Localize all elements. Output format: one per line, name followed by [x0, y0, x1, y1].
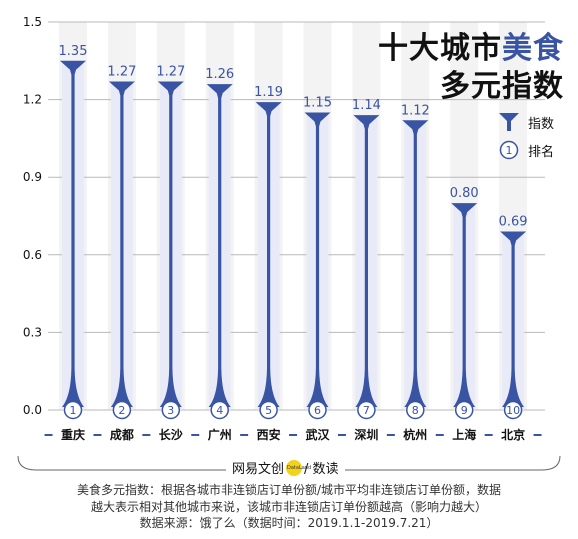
footnote: 美食多元指数：根据各城市非连锁店订单份额/城市平均非连锁店订单份额，数据 越大表… [10, 482, 568, 532]
category-label: 成都 [110, 427, 134, 442]
y-tick-label: 1.2 [23, 93, 42, 107]
brand-logo-icon: DataLand [286, 459, 311, 476]
y-tick-label: 0.3 [23, 325, 42, 339]
rank-circle-icon: 1 [499, 140, 519, 160]
value-label: 1.27 [107, 64, 136, 79]
rank-circle-number: 1 [506, 144, 513, 157]
rank-circle-icon [503, 400, 523, 420]
rank-circle-icon [161, 400, 181, 420]
value-label: 1.27 [156, 64, 185, 79]
category-label: 上海 [452, 427, 476, 442]
rank-circle-icon [406, 400, 425, 420]
rank-number: 7 [363, 404, 370, 417]
title-accent: 美食 [502, 31, 564, 66]
bar-北京 [500, 231, 527, 407]
bar-成都 [108, 81, 135, 407]
value-label: 1.35 [59, 44, 88, 59]
rank-number: 4 [216, 404, 223, 417]
title-line-2: 多元指数 [440, 69, 564, 104]
rank-circle-icon [112, 400, 132, 420]
y-tick-label: 1.5 [23, 15, 42, 29]
footnote-line-3: 数据来源：饿了么（数据时间：2019.1.1-2019.7.21） [139, 516, 439, 530]
value-label: 1.19 [254, 85, 283, 100]
brand-right: / 数读 [304, 462, 339, 477]
rank-number: 2 [118, 404, 125, 417]
rank-number: 10 [506, 404, 520, 417]
chart-title: 十大城市美食 多元指数 [378, 30, 564, 106]
bar-武汉 [304, 112, 331, 408]
rank-circle-icon [357, 400, 376, 420]
category-label: 重庆 [61, 427, 85, 442]
bar-杭州 [402, 120, 429, 407]
rank-number: 9 [461, 404, 468, 417]
category-label: 深圳 [354, 427, 378, 442]
rank-circle-icon [308, 400, 327, 420]
legend-index: 指数 [498, 108, 554, 136]
bar-chart: 0.0 0.3 0.6 0.9 1.2 1.5 1.35 1 重庆 1.27 2 成都 1.27 3 长沙 1… [23, 15, 545, 442]
footnote-line-1: 美食多元指数：根据各城市非连锁店订单份额/城市平均非连锁店订单份额，数据 [76, 483, 502, 497]
bar-上海 [451, 203, 478, 407]
legend-index-label: 指数 [528, 116, 555, 132]
rank-number: 1 [70, 404, 77, 417]
bar-深圳 [353, 115, 380, 408]
bar-西安 [255, 102, 282, 407]
rank-circle-icon [259, 400, 278, 420]
category-label: 武汉 [305, 427, 330, 442]
brand-left: 网易文创 [232, 462, 285, 477]
value-label: 1.14 [352, 98, 381, 113]
index-marker-icon [499, 113, 519, 131]
legend-rank-label: 排名 [528, 144, 555, 160]
rank-number: 3 [167, 404, 174, 417]
chart-area: 0.0 0.3 0.6 0.9 1.2 1.5 1.35 1 重庆 1.27 2 成都 1.27 3 长沙 1… [23, 15, 564, 442]
bar-广州 [206, 84, 233, 407]
footnote-line-2: 越大表示相对其他城市来说，该城市非连锁店订单份额越高（影响力越大） [90, 499, 487, 514]
title-prefix: 十大城市 [378, 31, 502, 66]
value-label: 1.15 [303, 96, 332, 111]
bar-重庆 [60, 60, 86, 408]
y-tick-label: 0.0 [23, 403, 42, 417]
brand: 网易文创 DataLand / 数读 [226, 458, 345, 477]
rank-circle-icon [63, 400, 83, 420]
value-label: 0.69 [499, 215, 528, 230]
rank-number: 5 [265, 404, 272, 417]
bar-长沙 [157, 81, 184, 407]
value-label: 1.26 [205, 67, 234, 82]
rank-circle-icon [210, 400, 229, 420]
value-label: 0.80 [450, 186, 479, 201]
category-label: 西安 [257, 427, 281, 442]
y-tick-label: 0.9 [23, 170, 42, 184]
legend: 指数 1 排名 [498, 108, 554, 164]
rank-number: 6 [314, 404, 321, 417]
brand-dot-text: DataLand [287, 464, 312, 471]
legend-rank: 1 排名 [498, 136, 554, 164]
category-label: 杭州 [403, 427, 427, 442]
category-label: 长沙 [159, 427, 183, 442]
category-label: 广州 [208, 427, 232, 442]
value-label: 1.12 [401, 103, 430, 118]
rank-number: 8 [412, 404, 419, 417]
rank-circle-icon [454, 400, 474, 420]
y-tick-label: 0.6 [23, 248, 42, 262]
category-label: 北京 [501, 427, 525, 442]
